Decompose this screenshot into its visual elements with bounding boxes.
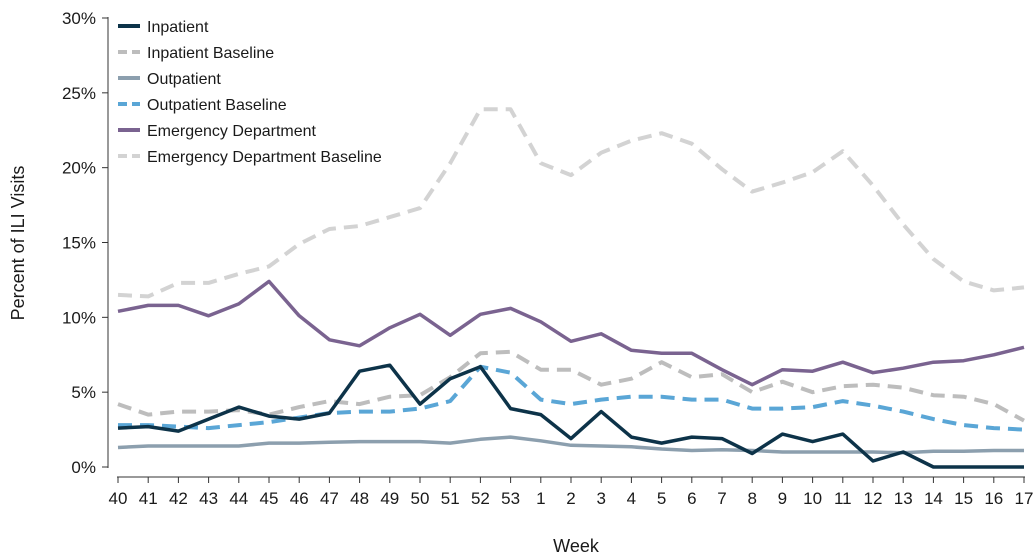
x-tick-label: 12 bbox=[864, 489, 883, 508]
y-tick-label: 15% bbox=[62, 234, 96, 253]
x-tick-label: 50 bbox=[411, 489, 430, 508]
x-tick-label: 46 bbox=[290, 489, 309, 508]
x-tick-label: 41 bbox=[139, 489, 158, 508]
legend-label: Outpatient Baseline bbox=[147, 97, 287, 114]
legend-label: Inpatient bbox=[147, 19, 209, 36]
series-line-outpatient-baseline bbox=[118, 364, 1025, 432]
series-layer bbox=[117, 107, 1025, 469]
legend: Inpatient Inpatient Baseline Outpatient Out… bbox=[118, 19, 382, 166]
x-tick-label: 42 bbox=[169, 489, 188, 508]
x-tick-label: 2 bbox=[566, 489, 575, 508]
x-tick-label: 14 bbox=[924, 489, 943, 508]
x-tick-label: 48 bbox=[350, 489, 369, 508]
x-tick-label: 10 bbox=[803, 489, 822, 508]
x-tick-label: 45 bbox=[260, 489, 279, 508]
series-line-inpatient-baseline bbox=[117, 349, 1025, 423]
x-axis-title: Week bbox=[553, 536, 600, 556]
y-tick-label: 10% bbox=[62, 308, 96, 327]
y-tick-label: 25% bbox=[62, 84, 96, 103]
x-tick-label: 44 bbox=[229, 489, 248, 508]
x-tick-label: 7 bbox=[717, 489, 726, 508]
y-tick-label: 0% bbox=[71, 458, 96, 477]
x-tick-label: 47 bbox=[320, 489, 339, 508]
x-tick-label: 15 bbox=[954, 489, 973, 508]
x-tick-label: 11 bbox=[834, 489, 852, 508]
y-axis-title: Percent of ILI Visits bbox=[8, 166, 28, 321]
y-tick-label: 30% bbox=[62, 9, 96, 28]
x-tick-label: 1 bbox=[536, 489, 545, 508]
x-tick-label: 17 bbox=[1015, 489, 1034, 508]
legend-label: Emergency Department bbox=[147, 123, 317, 140]
x-tick-label: 6 bbox=[687, 489, 696, 508]
x-tick-label: 40 bbox=[109, 489, 128, 508]
legend-label: Emergency Department Baseline bbox=[147, 149, 382, 166]
x-tick-label: 51 bbox=[441, 489, 460, 508]
series-line-inpatient bbox=[117, 363, 1024, 469]
y-tick-label: 5% bbox=[71, 383, 96, 402]
series-line-outpatient bbox=[117, 435, 1024, 455]
x-tick-label: 49 bbox=[380, 489, 399, 508]
x-tick-label: 8 bbox=[747, 489, 756, 508]
legend-label: Inpatient Baseline bbox=[147, 45, 274, 62]
x-tick-label: 16 bbox=[984, 489, 1003, 508]
x-tick-label: 9 bbox=[778, 489, 787, 508]
x-tick-label: 13 bbox=[894, 489, 913, 508]
y-axis: 0% 5% 10% 15% 20% 25% 30% bbox=[62, 9, 109, 477]
series-line-emergency-department bbox=[117, 279, 1025, 387]
x-tick-label: 3 bbox=[596, 489, 605, 508]
x-tick-label: 4 bbox=[627, 489, 636, 508]
x-tick-label: 5 bbox=[657, 489, 666, 508]
y-tick-label: 20% bbox=[62, 159, 96, 178]
x-tick-label: 53 bbox=[501, 489, 520, 508]
x-axis: 40 41 42 43 44 45 46 47 48 49 50 51 52 53 1 2 3 4 5 6 7 8 9 10 1… bbox=[109, 476, 1034, 508]
series-line-emergency-department-baseline bbox=[117, 107, 1025, 299]
legend-label: Outpatient bbox=[147, 71, 221, 88]
x-tick-label: 52 bbox=[471, 489, 490, 508]
x-tick-label: 43 bbox=[199, 489, 218, 508]
